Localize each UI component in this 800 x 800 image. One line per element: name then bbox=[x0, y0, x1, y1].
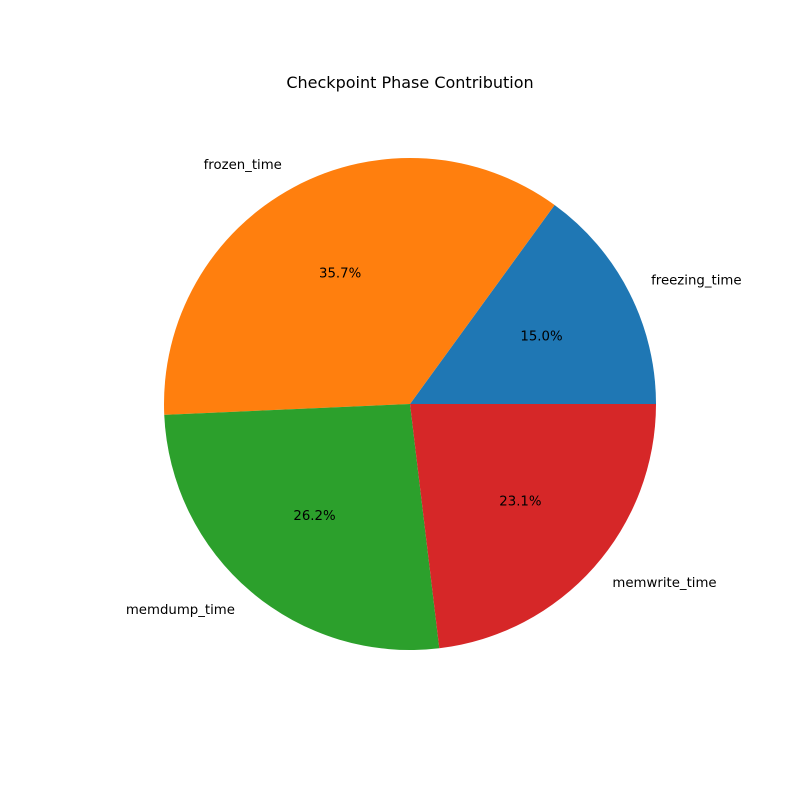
percent-label-frozen-time: 35.7% bbox=[319, 266, 361, 281]
percent-label-memdump-time: 26.2% bbox=[293, 509, 335, 524]
pie-slice-memdump-time bbox=[164, 404, 440, 650]
percent-label-memwrite-time: 23.1% bbox=[499, 494, 541, 509]
pie-slice-freezing-time bbox=[410, 204, 656, 404]
slice-label-memdump-time: memdump_time bbox=[126, 603, 235, 618]
pie-labels: 15.0% freezing_time 35.7% frozen_time 26.2% m… bbox=[126, 158, 742, 618]
percent-label-freezing-time: 15.0% bbox=[520, 329, 562, 344]
slice-label-freezing-time: freezing_time bbox=[651, 274, 741, 289]
chart-title: Checkpoint Phase Contribution bbox=[286, 73, 533, 92]
pie-slice-frozen-time bbox=[164, 158, 555, 415]
slice-label-frozen-time: frozen_time bbox=[204, 158, 282, 173]
slice-label-memwrite-time: memwrite_time bbox=[612, 576, 716, 591]
pie-slice-memwrite-time bbox=[410, 404, 656, 649]
pie-slices bbox=[164, 158, 656, 650]
